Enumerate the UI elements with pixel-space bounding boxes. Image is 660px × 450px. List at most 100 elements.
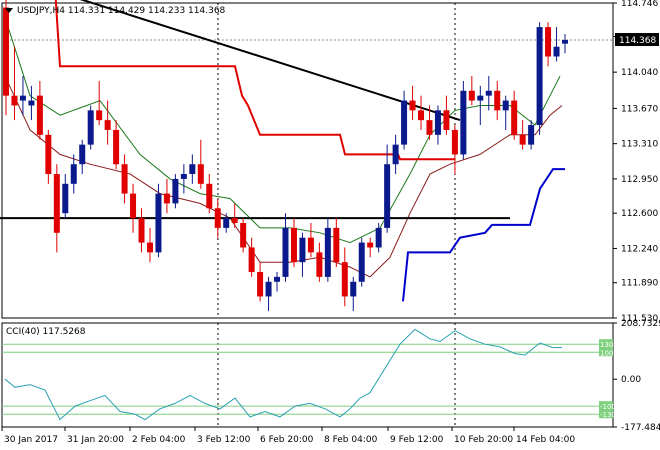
cci-level-box — [599, 339, 613, 349]
candle-body — [358, 242, 365, 282]
descending-trendline — [79, 0, 461, 122]
cci-level-label: -130 — [600, 411, 616, 419]
darkred-moving-average — [4, 75, 563, 278]
red-stop-line — [54, 0, 455, 161]
candle-body — [316, 252, 323, 277]
candle-body — [307, 237, 314, 253]
cci-panel-frame — [1, 322, 614, 428]
blue-stop-line — [402, 168, 565, 302]
candle-body — [434, 110, 441, 135]
candle-body — [401, 100, 408, 145]
candle-body — [53, 174, 60, 233]
candle-body — [299, 237, 306, 263]
current-price-box — [615, 33, 659, 47]
time-tick-label: 31 Jan 20:00 — [67, 435, 124, 445]
candle-body — [494, 90, 501, 111]
cci-title: CCI(40) 117.5268 — [6, 327, 86, 337]
chart-menu-icon — [5, 8, 13, 13]
time-tick-label: 3 Feb 12:00 — [197, 435, 251, 445]
cci-level-label: 100 — [600, 349, 613, 357]
price-tick-label: 114.746 — [621, 0, 658, 9]
candle-body — [485, 90, 492, 96]
candle-body — [333, 227, 340, 263]
candle-body — [113, 129, 120, 165]
candle-body — [79, 144, 86, 165]
price-tick-label: 111.530 — [621, 314, 658, 324]
price-panel-frame — [1, 2, 614, 319]
candle-body — [163, 193, 170, 204]
price-tick-label: 112.950 — [621, 175, 658, 185]
cci-level-label: 130 — [600, 341, 613, 349]
cci-level-box — [599, 401, 613, 411]
time-tick-label: 9 Feb 12:00 — [390, 435, 444, 445]
candle-body — [562, 40, 568, 44]
candle-body — [231, 218, 238, 223]
candle-body — [350, 281, 357, 297]
price-tick-label: 112.240 — [621, 244, 658, 254]
candle-body — [257, 271, 264, 297]
candle-body — [460, 90, 467, 155]
price-tick-label: 111.890 — [621, 279, 658, 289]
candle-body — [324, 227, 331, 277]
grid-lines — [2, 3, 613, 427]
candle-body — [375, 227, 382, 248]
candle-body — [36, 95, 43, 135]
candle-body — [180, 174, 187, 179]
price-tick-label: 114.040 — [621, 68, 658, 78]
time-tick-label: 14 Feb 04:00 — [516, 435, 575, 445]
candle-body — [282, 227, 289, 277]
candle-body — [19, 95, 26, 101]
candle-body — [223, 218, 230, 228]
candle-body — [519, 134, 526, 145]
candle-body — [130, 193, 137, 219]
candle-body — [87, 110, 94, 145]
indicator-overlays — [0, 0, 565, 302]
candle-body — [70, 164, 77, 184]
candle-body — [62, 183, 69, 214]
panel-frames — [1, 2, 614, 428]
candle-body — [553, 46, 560, 57]
candle-body — [197, 164, 204, 184]
candle-body — [155, 193, 162, 253]
candle-body — [290, 227, 297, 263]
candle-body — [418, 110, 425, 121]
candle-body — [384, 164, 391, 228]
price-tick-label: 113.310 — [621, 140, 658, 150]
candle-body — [443, 110, 450, 130]
cci-level-box — [599, 347, 613, 357]
time-tick-label: 30 Jan 2017 — [4, 435, 58, 445]
current-price-label: 114.368 — [619, 36, 656, 46]
chart-header: USDJPY,H4 114.331 114.429 114.233 114.36… — [5, 6, 226, 16]
candle-body — [240, 222, 247, 248]
cci-tick-label: -177.4847 — [621, 423, 660, 433]
candle-body — [477, 95, 484, 101]
chart-symbol-header: USDJPY,H4 114.331 114.429 114.233 114.36… — [17, 6, 226, 16]
candle-body — [172, 178, 179, 204]
candle-body — [511, 100, 518, 135]
candle-body — [545, 27, 552, 57]
candles — [3, 0, 568, 312]
candle-body — [214, 208, 221, 228]
cci-level-box — [599, 409, 613, 419]
candle-body — [96, 110, 103, 121]
candle-body — [189, 164, 196, 175]
candle-body — [367, 242, 374, 248]
candle-body — [11, 95, 18, 106]
time-tick-label: 6 Feb 20:00 — [260, 435, 314, 445]
candle-body — [146, 242, 153, 253]
candle-body — [409, 100, 416, 111]
price-tick-label: 113.670 — [621, 104, 658, 114]
candle-body — [206, 183, 213, 209]
candle-body — [138, 218, 145, 243]
cci-tick-label: 0.00 — [621, 375, 641, 385]
candle-body — [341, 262, 348, 297]
time-axis: 30 Jan 2017 31 Jan 20:00 2 Feb 04:00 3 Feb … — [1, 427, 575, 445]
candle-body — [248, 247, 255, 272]
price-tick-label: 112.600 — [621, 209, 658, 219]
candle-body — [274, 276, 281, 282]
cci-tick-label: 208.7329 — [621, 319, 660, 329]
candle-body — [121, 164, 128, 194]
